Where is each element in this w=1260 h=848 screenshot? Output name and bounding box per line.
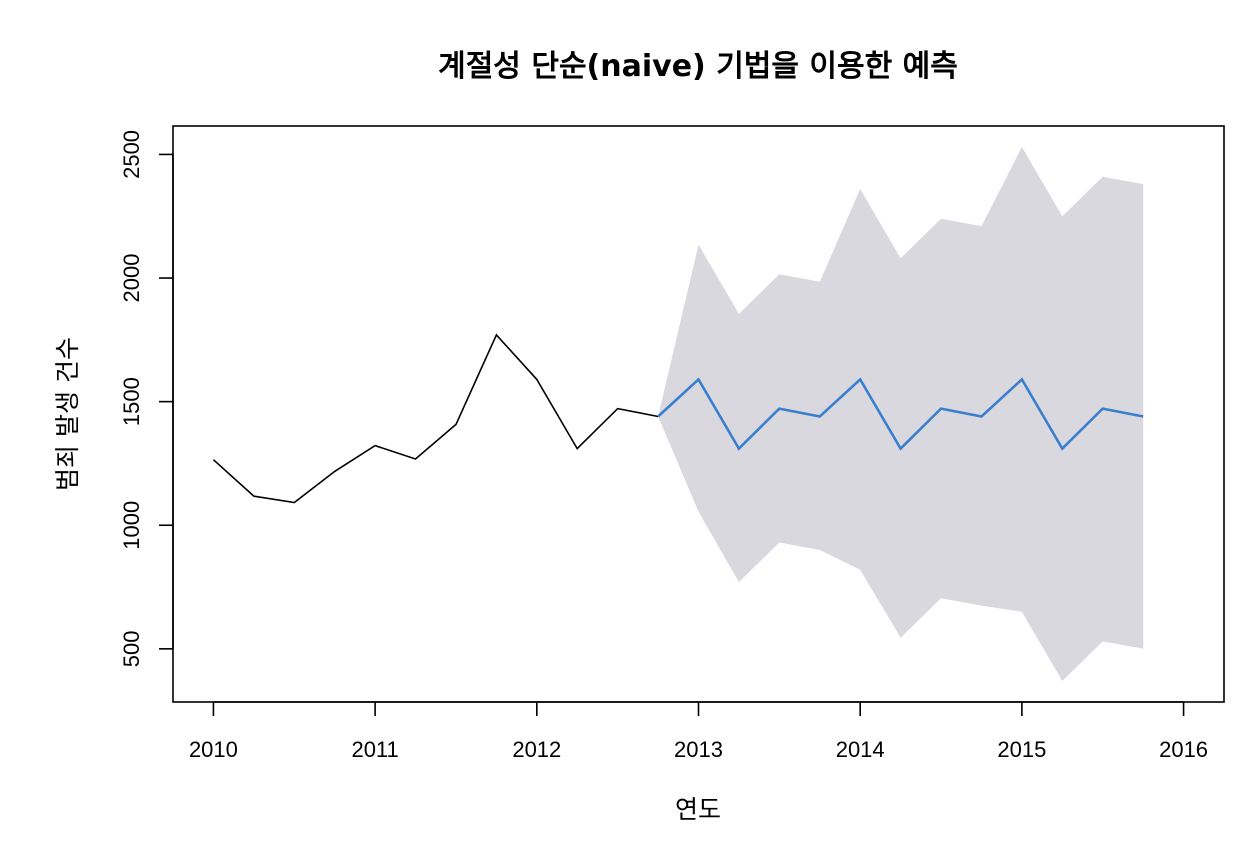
observed-series-line	[212, 333, 659, 504]
y-tick-label: 2000	[119, 254, 144, 303]
x-tick-label: 2016	[1159, 737, 1208, 762]
y-axis: 500 1000 1500 2000 2500	[119, 130, 174, 667]
plot-area	[212, 147, 1144, 681]
x-axis-label: 연도	[675, 795, 721, 824]
x-tick-label: 2012	[512, 737, 561, 762]
x-tick-label: 2014	[836, 737, 885, 762]
x-tick-label: 2011	[351, 737, 398, 762]
chart-title: 계절성 단순(naive) 기법을 이용한 예측	[438, 49, 958, 84]
y-axis-label: 범죄 발생 건수	[53, 337, 82, 491]
y-tick-label: 1000	[119, 501, 144, 550]
x-tick-label: 2013	[674, 737, 723, 762]
x-tick-label: 2015	[997, 737, 1046, 762]
x-tick-label: 2010	[189, 737, 238, 762]
y-tick-label: 2500	[119, 130, 144, 179]
prediction-interval-band	[658, 147, 1144, 681]
y-tick-label: 1500	[119, 377, 144, 426]
x-axis: 2010 2011 2012 2013 2014 2015 2016	[189, 701, 1208, 762]
y-tick-label: 500	[119, 630, 144, 667]
